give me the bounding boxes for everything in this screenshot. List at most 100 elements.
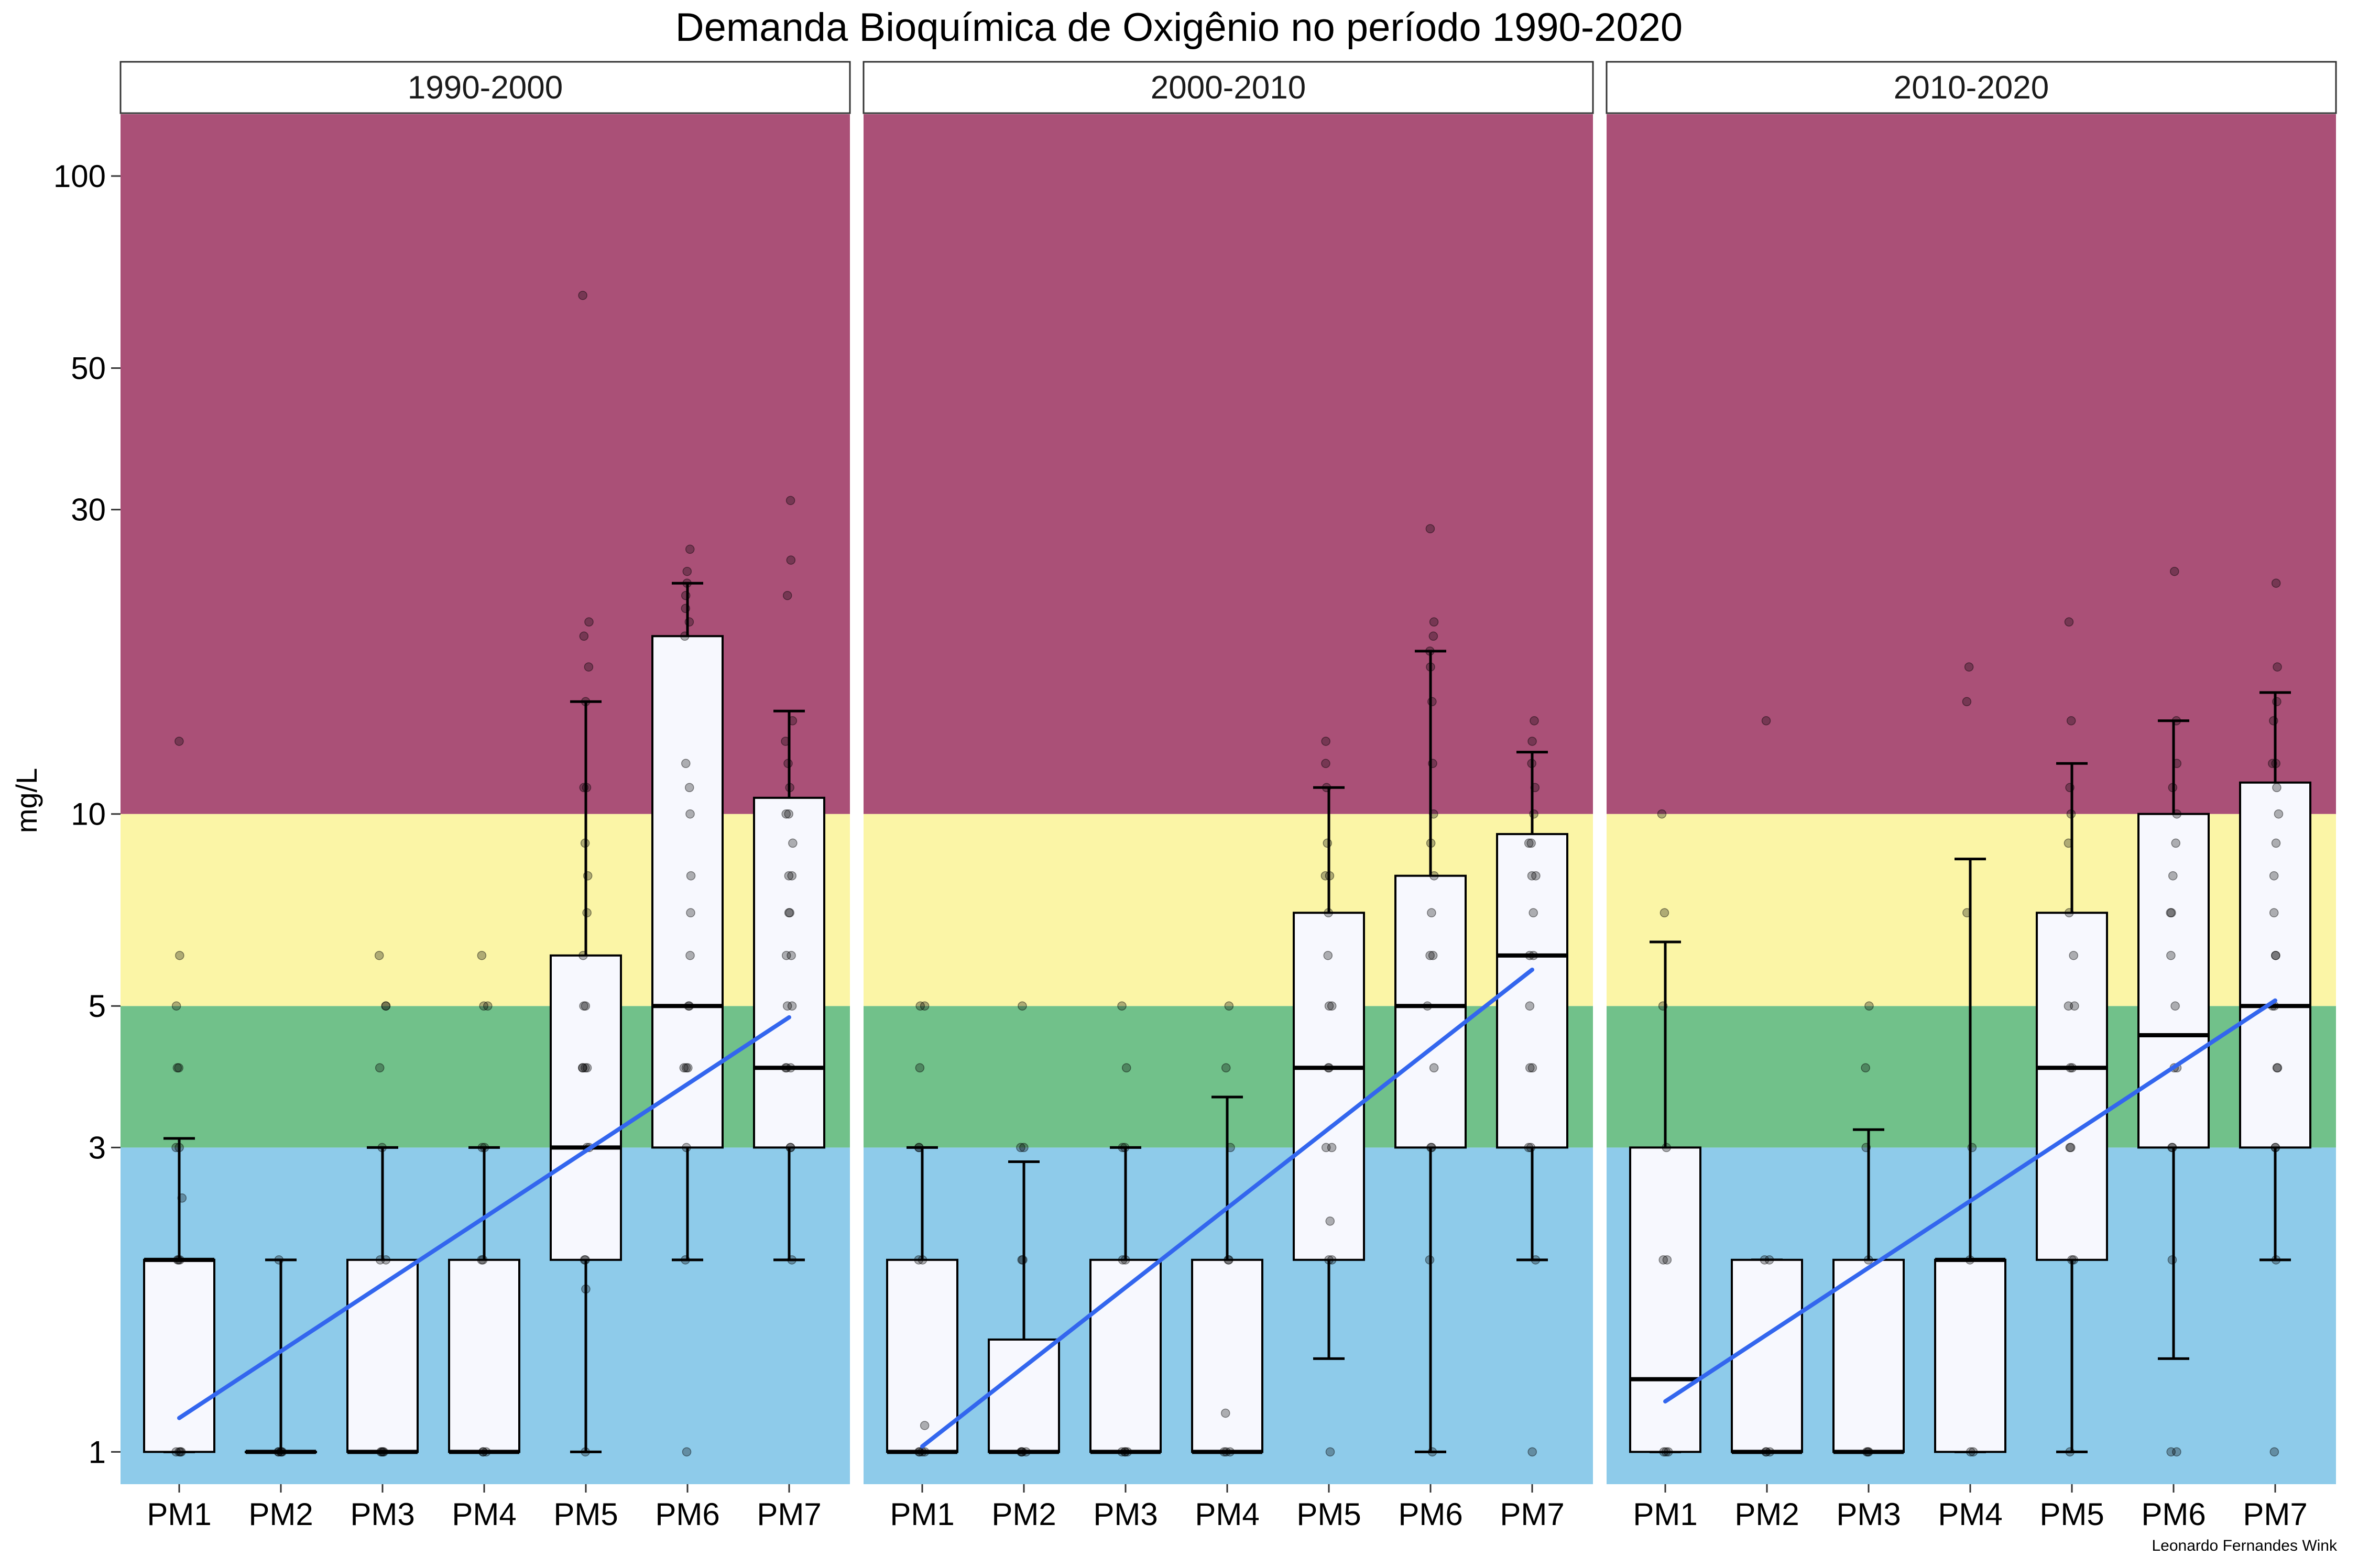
observation-point [1324,1063,1334,1073]
observation-point [2269,871,2279,881]
observation-point [1427,697,1437,707]
observation-point [2168,871,2178,881]
observation-point [1324,1063,1333,1073]
observation-point [1658,1255,1668,1265]
observation-point [175,1255,185,1265]
observation-point [581,697,591,707]
observation-point [174,1447,184,1457]
observation-point [2069,1255,2079,1265]
y-tick-label: 3 [89,1130,106,1165]
observation-point [1657,809,1667,819]
y-tick-label: 10 [71,797,106,832]
observation-point [1120,1143,1130,1153]
observation-point [1962,697,1972,707]
quality-band [121,114,850,814]
observation-point [1526,1143,1536,1153]
observation-point [1527,871,1537,881]
box-iqr [988,1338,1060,1453]
observation-point [171,1001,181,1011]
observation-point [1864,1447,1873,1457]
observation-point [783,759,793,769]
boxplot-PM2 [1731,1258,1803,1454]
observation-point [1428,759,1437,769]
box-iqr [753,796,825,1149]
observation-point [1117,1447,1127,1457]
observation-point [1530,783,1540,793]
observation-point [1663,1447,1673,1457]
observation-point [1962,908,1972,918]
observation-point [378,1447,388,1457]
observation-point [1324,1001,1334,1011]
observation-point [583,871,593,881]
observation-point [914,1255,924,1265]
box-iqr [2239,781,2311,1149]
observation-point [784,908,794,918]
observation-point [1427,908,1436,918]
observation-point [379,1447,389,1457]
observation-point [1529,809,1538,819]
observation-point [2166,951,2176,960]
x-tick-label: PM1 [1633,1497,1697,1532]
observation-point [684,1001,693,1011]
observation-point [914,1143,924,1153]
observation-point [1964,662,1974,672]
x-tick-label: PM5 [1296,1497,1361,1532]
observation-point [2065,1143,2075,1153]
facet-panel-2000-2010: 2000-2010 PM1 PM2 PM3 PM4 PM5 PM6 PM7 [863,61,1594,1532]
observation-point [1226,1143,1235,1153]
observation-point [681,604,691,613]
observation-point [1525,1001,1535,1011]
observation-point [1425,524,1435,533]
observation-point [1324,908,1333,918]
observation-point [1864,1001,1874,1011]
observation-point [478,1447,488,1457]
observation-point [1527,737,1537,746]
trend-line [177,1015,791,1420]
observation-point [1327,1001,1337,1011]
observation-point [2064,838,2073,848]
x-tick-label: PM4 [1195,1497,1259,1532]
observation-point [1120,1447,1130,1457]
observation-point [1762,1447,1771,1457]
observation-point [2065,783,2075,793]
observation-point [1531,1255,1541,1265]
observation-point [784,871,794,881]
observation-point [578,951,588,960]
observation-point [1017,1447,1026,1457]
observation-point [1426,1143,1436,1153]
observation-point [681,1255,690,1265]
observation-point [174,737,184,746]
observation-point [1426,662,1435,672]
observation-point [1321,737,1330,746]
observation-point [1966,1447,1975,1457]
boxplot-PM1 [886,1146,958,1454]
observation-point [915,1063,925,1073]
observation-point [1016,1143,1025,1153]
observation-point [483,1001,493,1011]
boxplot-PM4 [1934,858,2006,1453]
facet-strip-label: 1990-2000 [408,70,563,106]
quality-band [1607,114,2336,814]
observation-point [1524,838,1534,848]
observation-point [276,1447,286,1457]
observation-point [1429,617,1439,627]
observation-point [2272,783,2281,793]
observation-point [1863,1447,1873,1457]
observation-point [1425,1255,1435,1265]
observation-point [578,1063,588,1073]
observation-point [786,555,796,565]
observation-point [685,544,695,554]
observation-point [781,1063,791,1073]
observation-point [581,1001,591,1011]
observation-point [2064,1001,2073,1011]
observation-point [2064,617,2074,627]
observation-point [1225,1447,1235,1457]
x-tick-label: PM3 [350,1497,414,1532]
observation-point [685,951,695,960]
boxplot-PM7 [2239,691,2311,1262]
observation-point [782,951,791,960]
observation-point [1662,1143,1671,1153]
boxplot-PM5 [1293,786,1365,1360]
observation-point [2167,908,2176,918]
observation-point [2172,759,2182,769]
